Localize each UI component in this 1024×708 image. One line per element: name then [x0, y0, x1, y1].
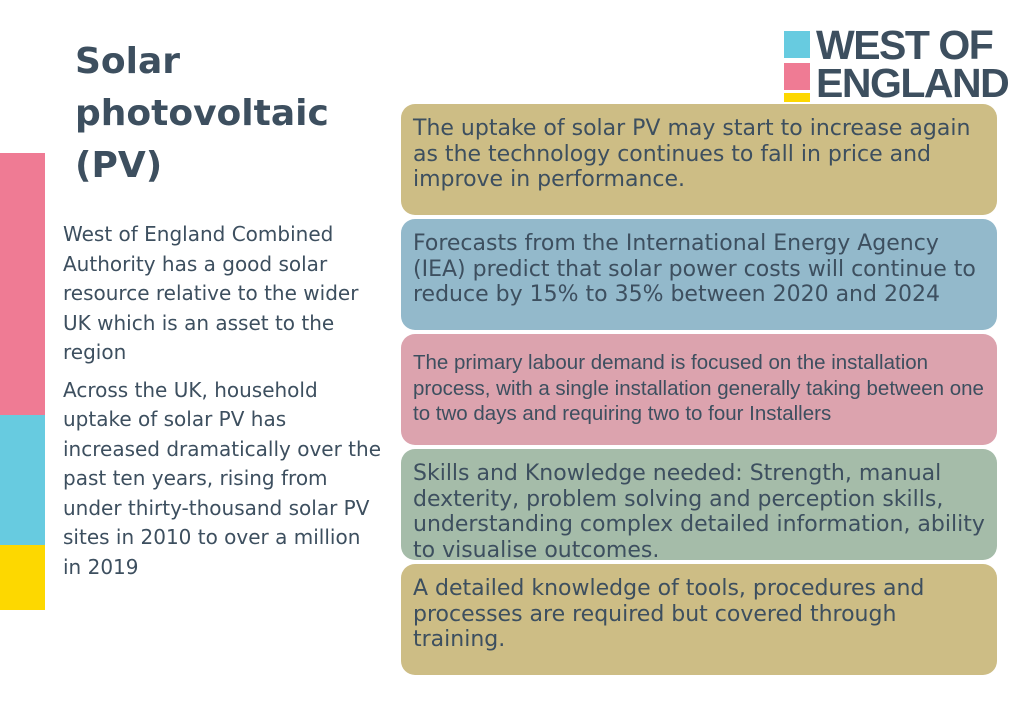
accent-bar — [0, 415, 45, 545]
info-box: Forecasts from the International Energy … — [401, 219, 997, 330]
logo-square — [784, 63, 810, 90]
info-box: A detailed knowledge of tools, procedure… — [401, 564, 997, 675]
accent-bar — [0, 153, 45, 415]
info-box: The primary labour demand is focused on … — [401, 334, 997, 445]
logo-square — [784, 31, 810, 58]
info-box: The uptake of solar PV may start to incr… — [401, 104, 997, 215]
body-text: West of England Combined Authority has a… — [63, 220, 381, 590]
paragraph: Across the UK, household uptake of solar… — [63, 377, 381, 579]
info-box: Skills and Knowledge needed: Strength, m… — [401, 449, 997, 563]
logo-square — [784, 93, 810, 102]
logo-line: WEST OF — [816, 22, 994, 68]
slide-title: Solar photovoltaic (PV) — [75, 41, 329, 186]
logo: WEST OF ENGLAND — [816, 22, 1010, 106]
logo-line: ENGLAND — [816, 60, 1010, 106]
paragraph: West of England Combined Authority has a… — [63, 222, 359, 364]
accent-bar — [0, 545, 45, 610]
